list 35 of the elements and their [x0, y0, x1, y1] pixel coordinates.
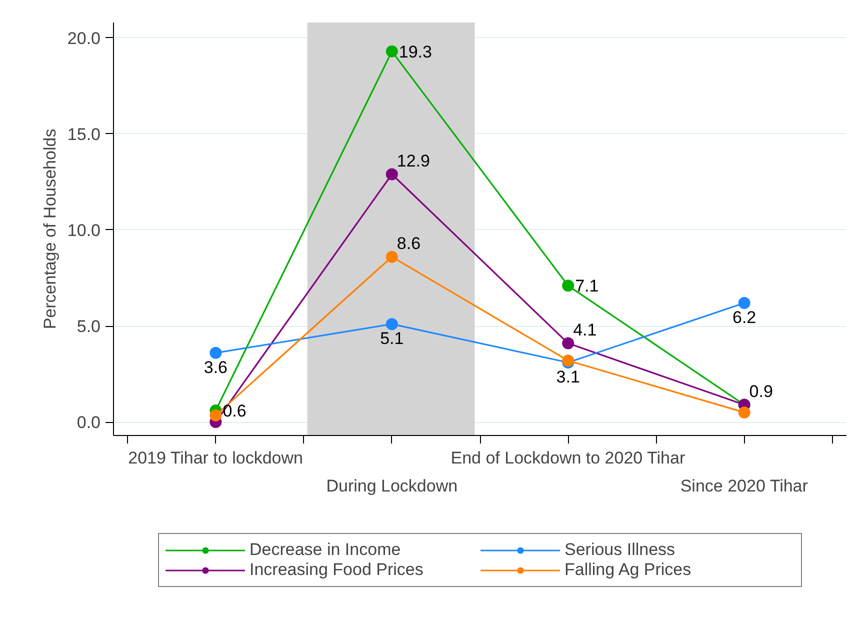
data-label: 0.9	[749, 382, 773, 401]
data-label: 12.9	[396, 151, 430, 170]
data-label: 6.2	[732, 308, 756, 327]
legend-label: Serious Illness	[564, 540, 676, 560]
point	[386, 250, 398, 263]
point	[210, 409, 222, 422]
point	[386, 168, 398, 180]
point	[562, 280, 574, 292]
point	[386, 318, 398, 330]
point	[562, 337, 574, 350]
y-tick-label: 10.0	[67, 220, 101, 240]
data-label: 5.1	[380, 329, 404, 348]
x-tick-label: During Lockdown	[326, 476, 458, 496]
data-label: 8.6	[396, 234, 421, 253]
data-label: 7.1	[575, 276, 599, 296]
legend-label: Decrease in Income	[250, 540, 402, 560]
y-axis-title: Percentage of Households	[40, 128, 60, 330]
y-tick-label: 5.0	[76, 317, 101, 336]
x-tick-label: Since 2020 Tihar	[680, 476, 808, 496]
x-tick-label: End of Lockdown to 2020 Tihar	[450, 448, 686, 468]
data-label: 0.6	[222, 402, 246, 421]
legend-label: Increasing Food Prices	[250, 560, 424, 580]
point	[738, 406, 750, 418]
data-label: 3.1	[556, 368, 580, 387]
point	[386, 45, 398, 58]
data-label: 19.3	[398, 42, 432, 62]
y-tick-label: 15.0	[67, 124, 101, 144]
y-tick-label: 20.0	[67, 28, 101, 48]
data-label: 4.1	[573, 320, 597, 340]
legend-label: Falling Ag Prices	[564, 560, 692, 580]
point	[210, 346, 222, 359]
x-tick-label: 2019 Tihar to lockdown	[128, 448, 303, 468]
y-tick-label: 0.0	[76, 413, 101, 432]
data-label: 3.6	[204, 358, 228, 377]
point	[738, 296, 750, 309]
